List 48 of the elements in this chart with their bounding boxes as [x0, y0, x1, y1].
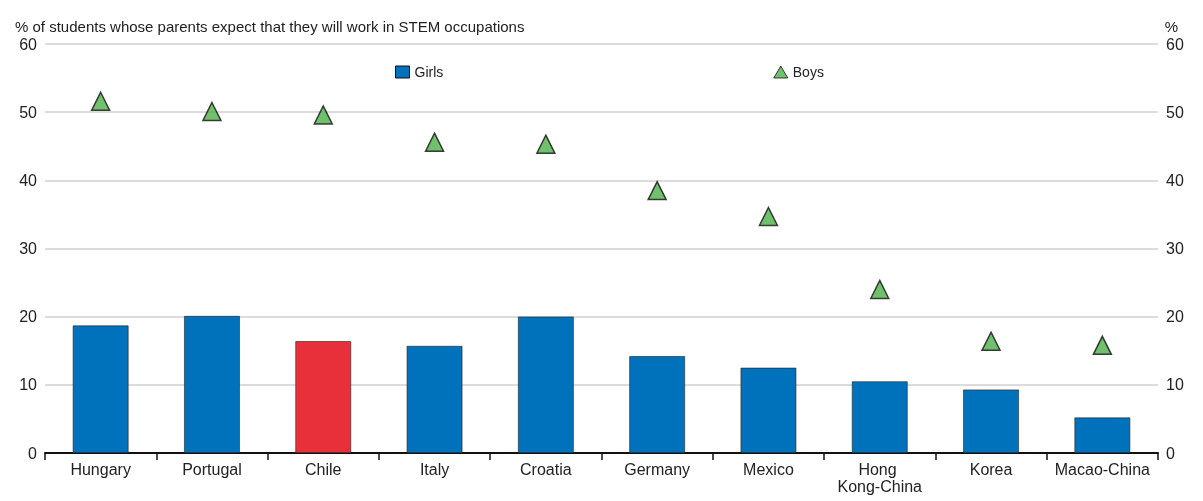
y2-tick-label: 30 [1166, 240, 1184, 257]
bar [518, 316, 574, 453]
bar [629, 356, 685, 453]
y2-tick-label: 60 [1166, 35, 1184, 53]
point [1092, 335, 1113, 356]
point [90, 91, 111, 112]
point [870, 279, 890, 300]
bar [295, 341, 352, 453]
bar [72, 325, 129, 453]
y-tick-label: 50 [19, 103, 38, 121]
y2-tick-label: 10 [1166, 376, 1184, 394]
x-tick-label: Chile [305, 461, 342, 478]
x-tick-label: Macao-China [1054, 461, 1151, 478]
point [647, 180, 667, 201]
y-tick-label: 60 [19, 35, 38, 53]
x-tick-label: Croatia [520, 461, 572, 478]
y-tick-label: 40 [19, 171, 38, 189]
y2-tick-label: 0 [1166, 444, 1175, 462]
point [758, 206, 779, 227]
point [981, 331, 1001, 351]
y2-tick-label: 40 [1166, 171, 1184, 189]
legend-label: Boys [792, 64, 824, 80]
x-tick-label: Germany [624, 461, 691, 478]
point [424, 132, 445, 152]
x-tick-label: Italy [419, 461, 450, 478]
y-tick-label: 0 [28, 444, 38, 462]
bar [184, 315, 240, 453]
y-tick-label: 20 [19, 308, 38, 326]
y2-axis-title: % [1164, 18, 1178, 35]
x-tick-label: Hong Kong-China [837, 461, 923, 495]
x-tick-label: Korea [969, 461, 1013, 478]
y2-tick-label: 50 [1166, 103, 1184, 121]
bar [406, 345, 463, 453]
bar [740, 367, 797, 453]
bar [963, 389, 1019, 453]
point [202, 101, 222, 122]
x-tick-label: Hungary [70, 461, 131, 478]
y2-tick-label: 20 [1166, 308, 1184, 326]
x-tick-label: Portugal [182, 461, 242, 478]
y-tick-label: 30 [19, 240, 38, 257]
y-axis-title: % of students whose parents expect that they will work in STEM occupations [15, 18, 525, 35]
legend-label: Girls [414, 64, 444, 80]
bar [1074, 417, 1131, 453]
point [313, 105, 333, 125]
y-tick-label: 10 [19, 376, 38, 394]
bar [851, 381, 908, 453]
point [536, 134, 556, 154]
x-tick-label: Mexico [743, 461, 794, 478]
